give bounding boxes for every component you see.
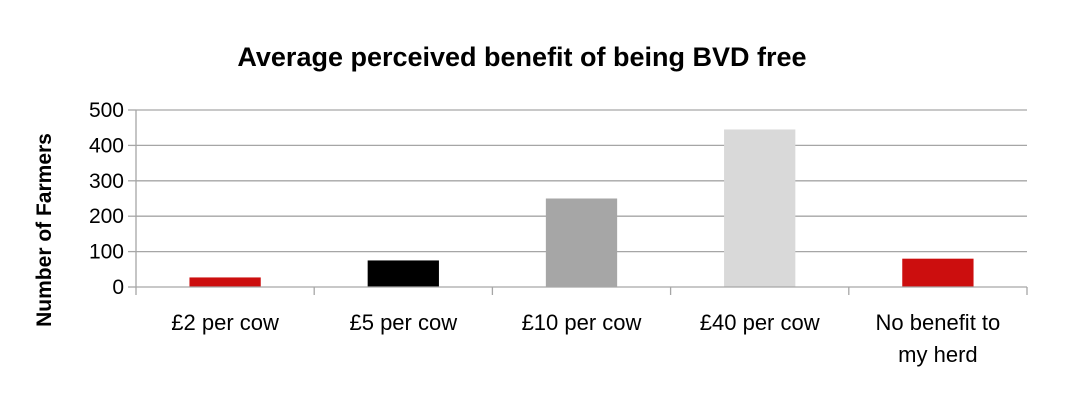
x-category-label: £10 per cow <box>522 310 642 335</box>
x-category-label: £40 per cow <box>700 310 820 335</box>
y-tick-label: 0 <box>112 276 124 299</box>
tick-labels: 0 100 200 300 400 500 £2 per cow £5 per cow £10 … <box>89 99 1000 367</box>
bar <box>545 198 618 287</box>
bar <box>189 277 261 287</box>
bar <box>367 260 439 287</box>
x-category-label: £2 per cow <box>171 310 279 335</box>
axes <box>128 109 1028 295</box>
bar <box>902 258 974 287</box>
x-category-label: £5 per cow <box>349 310 457 335</box>
x-category-label: my herd <box>898 342 977 367</box>
bar <box>724 129 796 287</box>
y-axis-label: Number of Farmers <box>33 133 56 327</box>
y-tick-label: 100 <box>89 241 124 264</box>
grid-lines <box>136 109 1027 253</box>
y-tick-label: 400 <box>89 134 124 157</box>
bars <box>189 129 974 287</box>
x-category-label: No benefit to <box>876 310 1001 335</box>
y-tick-label: 500 <box>89 99 124 122</box>
chart-title: Average perceived benefit of being BVD f… <box>237 42 806 72</box>
y-tick-label: 200 <box>89 205 124 228</box>
y-tick-label: 300 <box>89 170 124 193</box>
